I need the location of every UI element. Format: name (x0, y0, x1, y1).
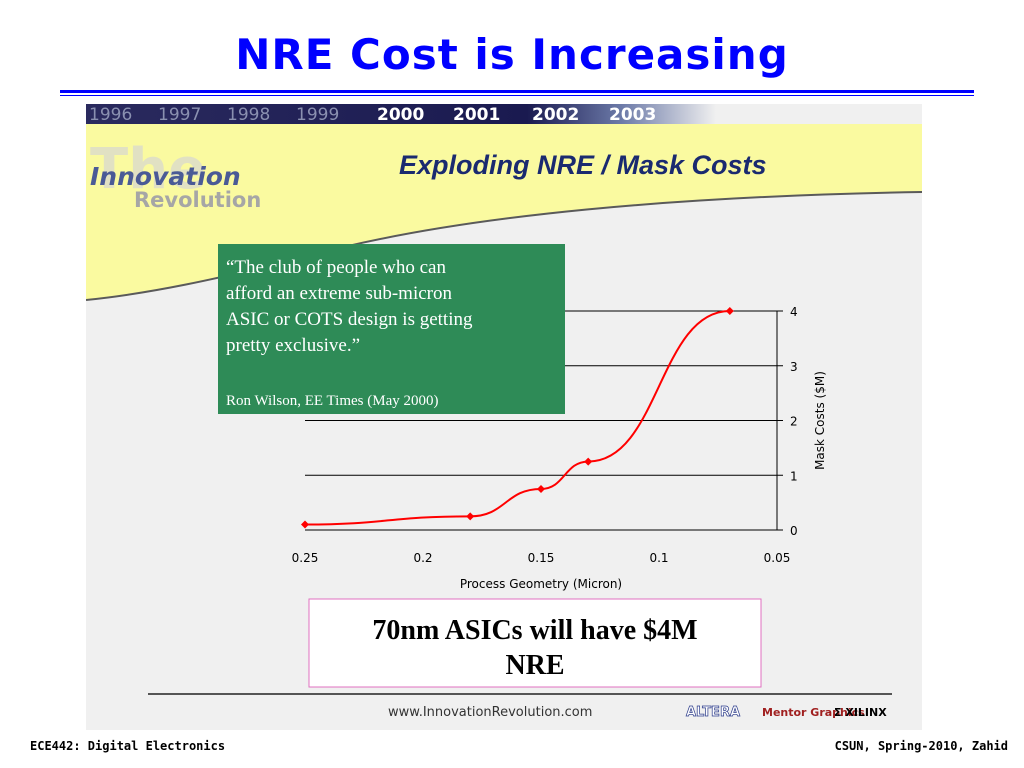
year-2003: 2003 (609, 105, 656, 125)
footer-course: ECE442: Digital Electronics (30, 739, 226, 753)
x-tick-label: 0.1 (649, 551, 668, 565)
embedded-heading: Exploding NRE / Mask Costs (399, 150, 767, 180)
quote-box (218, 244, 565, 414)
y-tick-label: 2 (790, 415, 798, 429)
year-1997: 1997 (158, 105, 201, 125)
callout-line: NRE (505, 650, 564, 681)
logo-revolution: Revolution (134, 188, 261, 212)
data-point (537, 484, 545, 493)
y-tick-label: 1 (790, 469, 798, 483)
title-rule (60, 90, 974, 93)
quote-line: pretty exclusive.” (226, 335, 360, 356)
embedded-slide-image: 1996 1997 1998 1999 2000 2001 2002 2003 … (86, 104, 922, 730)
logo-innovation: Innovation (90, 162, 241, 191)
x-tick-label: 0.05 (764, 551, 791, 565)
embedded-url: www.InnovationRevolution.com (388, 705, 592, 720)
x-tick-label: 0.25 (292, 551, 319, 565)
year-1999: 1999 (296, 105, 339, 125)
xilinx-logo: Σ XILINX (834, 706, 887, 719)
x-tick-label: 0.15 (528, 551, 555, 565)
data-point (584, 457, 593, 466)
plot-area: 0 1 2 3 4 0.25 0.2 0.15 0.1 0.05 Process Geometry … (292, 305, 827, 591)
year-2000: 2000 (377, 105, 424, 125)
quote-line: ASIC or COTS design is getting (226, 309, 473, 330)
logo-watermark: The (90, 137, 206, 202)
y-tick-label: 0 (790, 524, 798, 538)
data-point (725, 307, 734, 315)
year-2002: 2002 (532, 105, 579, 125)
y-axis-label: Mask Costs ($M) (813, 371, 827, 470)
nre-chart-svg: 1996 1997 1998 1999 2000 2001 2002 2003 … (86, 104, 922, 720)
swoosh-edge (86, 191, 922, 301)
y-tick-label: 3 (790, 360, 798, 374)
year-banner (86, 104, 716, 124)
altera-logo: ALTERA (686, 705, 740, 720)
year-2001: 2001 (453, 105, 500, 125)
callout-line: 70nm ASICs will have $4M (372, 615, 697, 646)
data-point (466, 512, 475, 521)
year-1996: 1996 (89, 105, 132, 125)
mentor-graphics-logo: Mentor Graphics (762, 706, 865, 719)
quote-attribution: Ron Wilson, EE Times (May 2000) (226, 393, 438, 409)
data-point (301, 520, 309, 529)
title-rule-thin (60, 95, 974, 96)
quote-line: afford an extreme sub-micron (226, 283, 452, 304)
callout-box (308, 598, 762, 688)
series-line (304, 310, 730, 526)
slide-title: NRE Cost is Increasing (235, 30, 789, 79)
x-axis-label: Process Geometry (Micron) (460, 577, 622, 591)
x-tick-label: 0.2 (413, 551, 432, 565)
quote-line: “The club of people who can (226, 257, 446, 278)
y-tick-label: 4 (790, 305, 798, 319)
footer-credit: CSUN, Spring-2010, Zahid (834, 739, 1008, 753)
year-1998: 1998 (227, 105, 270, 125)
